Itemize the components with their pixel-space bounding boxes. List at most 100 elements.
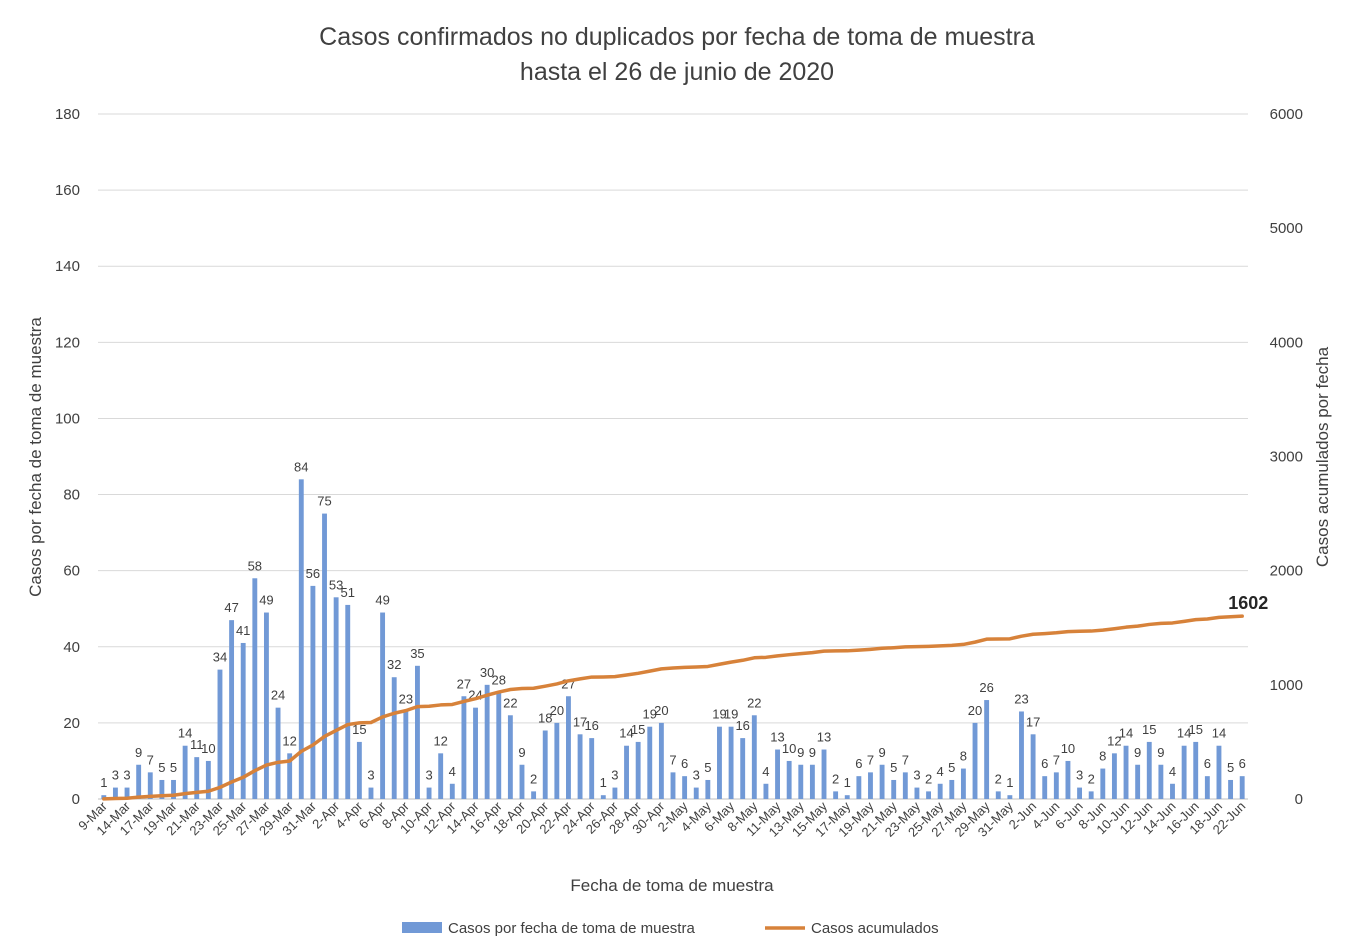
bar-value-label: 12: [1107, 733, 1121, 748]
bar-value-label: 32: [387, 657, 401, 672]
bar-value-label: 8: [1099, 749, 1106, 764]
bar: [682, 776, 688, 799]
bar-value-label: 2: [530, 771, 537, 786]
bar-value-label: 1: [844, 775, 851, 790]
bar-value-label: 56: [306, 566, 320, 581]
bar: [519, 764, 525, 799]
y2-axis-title: Casos acumulados por fecha: [1313, 346, 1332, 567]
bar: [356, 741, 362, 799]
bar: [658, 722, 664, 799]
bar-value-label: 11: [190, 737, 204, 752]
bar: [1123, 745, 1129, 799]
bar: [670, 772, 676, 799]
bar: [275, 707, 281, 799]
bar-value-label: 20: [550, 703, 564, 718]
bar-value-label: 3: [611, 768, 618, 783]
bar-value-label: 15: [1142, 722, 1156, 737]
bar-value-label: 3: [112, 768, 119, 783]
bar: [775, 749, 780, 799]
bar: [717, 726, 722, 799]
bar: [449, 783, 455, 799]
bar: [995, 791, 1001, 799]
bar-value-label: 84: [294, 459, 308, 474]
bar: [728, 726, 734, 799]
y2-tick-label: 2000: [1270, 563, 1303, 580]
bar-value-label: 7: [867, 752, 874, 767]
bar: [891, 779, 897, 799]
bar-value-label: 3: [913, 768, 920, 783]
bar: [1204, 776, 1210, 799]
y2-tick-label: 0: [1295, 791, 1303, 808]
bar: [438, 753, 444, 799]
bar-value-label: 34: [213, 650, 227, 665]
bar: [252, 578, 258, 799]
chart-title-line-1: Casos confirmados no duplicados por fech…: [319, 23, 1035, 51]
y2-tick-label: 1000: [1270, 677, 1303, 694]
bar: [589, 738, 595, 799]
bar-value-label: 5: [704, 760, 711, 775]
bar-value-label: 49: [259, 593, 273, 608]
bar: [577, 734, 583, 799]
bar-value-label: 9: [1134, 745, 1141, 760]
bar-value-label: 17: [1026, 714, 1040, 729]
y-tick-label: 100: [55, 410, 80, 427]
bar-value-label: 4: [449, 764, 456, 779]
bar-value-label: 10: [1061, 741, 1075, 756]
bar: [1053, 772, 1059, 799]
bar-value-label: 10: [201, 741, 215, 756]
bar: [322, 513, 327, 799]
bar: [960, 768, 966, 799]
bar: [949, 779, 955, 799]
right-axis-ticks: 0 1000 2000 3000 4000 5000 6000: [1270, 106, 1303, 808]
left-axis-ticks: 0 20 40 60 80 100 120 140 160 180: [55, 106, 80, 808]
bar-value-label: 9: [878, 745, 885, 760]
bar-value-label: 19: [643, 707, 657, 722]
bar-value-label: 14: [178, 726, 192, 741]
bar: [380, 612, 386, 799]
bar: [403, 711, 409, 799]
legend-bar-swatch: [402, 922, 442, 933]
bar: [171, 779, 176, 799]
bar: [624, 745, 629, 799]
bar: [1146, 741, 1152, 799]
bar-value-label: 14: [619, 726, 633, 741]
bar-value-label: 3: [1076, 768, 1083, 783]
bar-value-label: 26: [979, 680, 993, 695]
bar-value-label: 4: [1169, 764, 1176, 779]
bar: [159, 779, 165, 799]
bar: [914, 787, 920, 799]
bar: [1216, 745, 1222, 799]
bar-value-label: 30: [480, 665, 494, 680]
bar: [112, 787, 118, 799]
bar: [1100, 768, 1106, 799]
bar: [821, 749, 827, 799]
bar: [1158, 764, 1164, 799]
bar-value-label: 3: [367, 768, 374, 783]
bar-value-label: 9: [809, 745, 816, 760]
bar-value-label: 7: [669, 752, 676, 767]
bar: [798, 764, 804, 799]
bar: [345, 604, 351, 799]
bar: [240, 642, 246, 799]
bar: [1193, 741, 1199, 799]
bar: [229, 620, 235, 799]
bar-value-label: 22: [747, 695, 761, 710]
bar: [926, 791, 931, 799]
bar-value-label: 1: [1006, 775, 1013, 790]
bar: [1030, 734, 1036, 799]
final-cumulative-label: 1602: [1228, 593, 1268, 613]
bar: [1135, 764, 1141, 799]
bar-value-label: 15: [1188, 722, 1202, 737]
bar-value-label: 13: [770, 730, 784, 745]
bar: [194, 757, 200, 799]
bar-value-label: 51: [341, 585, 355, 600]
bar: [612, 787, 618, 799]
bar-value-label: 22: [503, 695, 517, 710]
bar-value-label: 3: [123, 768, 130, 783]
bar-value-label: 41: [236, 623, 250, 638]
bar: [705, 779, 711, 799]
bar: [415, 665, 420, 799]
bar: [333, 597, 339, 799]
bar-value-label: 53: [329, 577, 343, 592]
bar: [1065, 760, 1071, 799]
